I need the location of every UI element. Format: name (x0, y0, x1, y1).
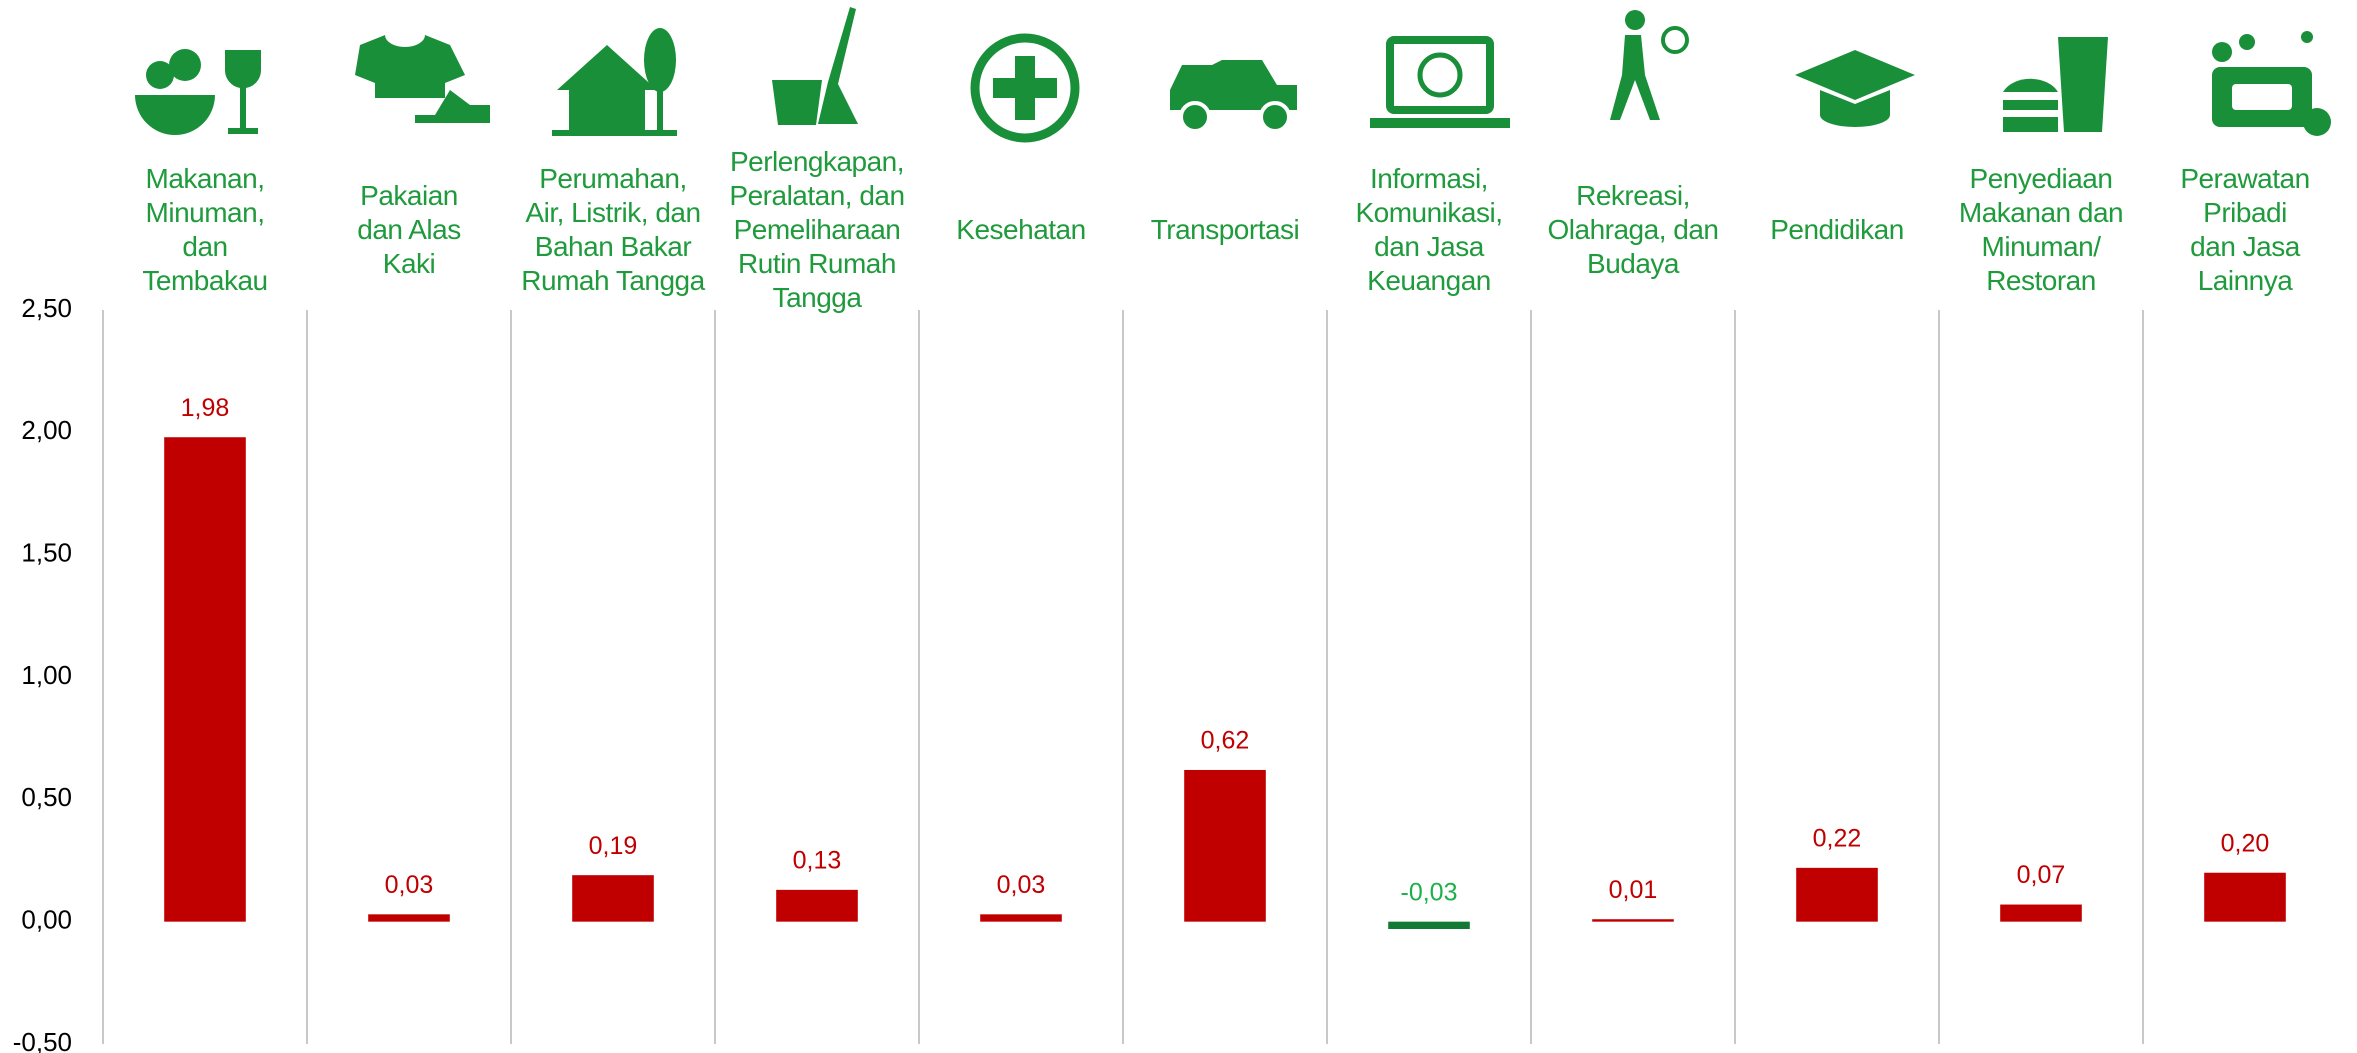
bar (980, 914, 1062, 922)
icon-food (135, 49, 262, 135)
value-label: 0,13 (793, 846, 842, 874)
category-label: Transportasi (1150, 214, 1300, 245)
value-label: 0,07 (2017, 861, 2066, 889)
bar (1184, 769, 1266, 922)
icon-education (1795, 50, 1915, 127)
bar (2000, 904, 2082, 922)
bar (2204, 872, 2286, 922)
value-label: 0,22 (1813, 824, 1862, 852)
category-label: Perlengkapan, Peralatan, dan Pemeliharaa… (729, 146, 905, 313)
bar (164, 437, 246, 922)
category-label: Perawatan Pribadi dan Jasa Lainnya (2180, 163, 2310, 296)
icon-sport (1610, 10, 1689, 120)
icon-restaurant (2003, 37, 2108, 132)
bar (1796, 867, 1878, 922)
icons (135, 7, 2331, 143)
value-label: 0,19 (589, 832, 638, 860)
icon-personal-care (2212, 31, 2331, 136)
value-label: 0,01 (1609, 876, 1658, 904)
icon-clothes (355, 35, 490, 123)
category-label: Perumahan, Air, Listrik, dan Bahan Bakar… (521, 163, 705, 296)
icon-cleaning (772, 7, 858, 125)
icon-car (1170, 60, 1297, 133)
y-tick-label: -0,50 (13, 1027, 72, 1053)
y-tick-label: 1,00 (21, 660, 72, 690)
icon-house (552, 28, 677, 136)
bar (1388, 921, 1470, 930)
category-label: Kesehatan (956, 214, 1086, 245)
icon-health (970, 33, 1080, 143)
bar (776, 889, 858, 922)
value-label: 0,03 (385, 871, 434, 899)
value-label: 0,20 (2221, 829, 2270, 857)
value-label: -0,03 (1401, 878, 1458, 906)
category-label: Pakaian dan Alas Kaki (357, 180, 461, 279)
category-label: Pendidikan (1770, 214, 1904, 245)
category-label: Informasi, Komunikasi, dan Jasa Keuangan (1355, 163, 1503, 296)
bar (572, 875, 654, 922)
y-tick-label: 2,50 (21, 293, 72, 323)
y-tick-label: 0,50 (21, 782, 72, 812)
category-label: Rekreasi, Olahraga, dan Budaya (1547, 180, 1719, 279)
value-label: 0,62 (1201, 727, 1250, 755)
y-tick-label: 0,00 (21, 905, 72, 935)
y-tick-label: 1,50 (21, 538, 72, 568)
bar (1592, 919, 1674, 922)
value-label: 0,03 (997, 871, 1046, 899)
y-tick-label: 2,00 (21, 415, 72, 445)
bar (368, 914, 450, 922)
category-label: Makanan, Minuman, dan Tembakau (142, 163, 268, 296)
icon-laptop (1370, 36, 1510, 128)
value-label: 1,98 (181, 394, 230, 422)
category-label: Penyediaan Makanan dan Minuman/ Restoran (1958, 163, 2124, 296)
